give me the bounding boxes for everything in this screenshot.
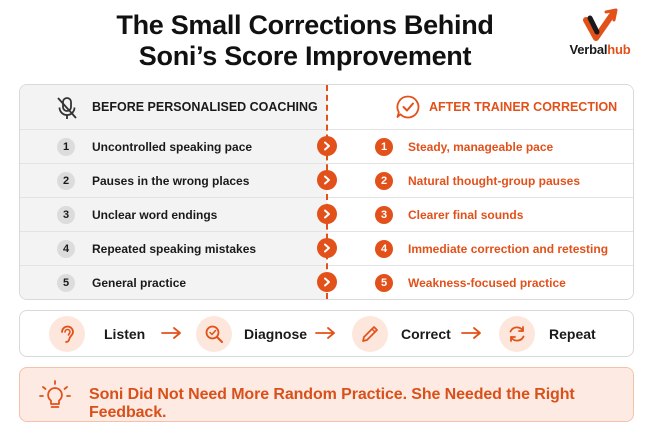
after-item-5: 5 Weakness-focused practice — [327, 265, 633, 299]
step-correct-label: Correct — [401, 326, 451, 342]
title-line-1: The Small Corrections Behind — [116, 10, 494, 40]
step-repeat-label: Repeat — [549, 326, 596, 342]
before-item-number: 4 — [57, 239, 75, 258]
arrow-right-icon — [461, 327, 481, 339]
before-item-2: 2 Pauses in the wrong places — [20, 163, 327, 197]
before-column: BEFORE PERSONALISED COACHING 1 Uncontrol… — [20, 85, 327, 299]
logo-wordmark: Verbalhub — [560, 42, 640, 57]
before-item-text: Unclear word endings — [92, 207, 218, 222]
before-item-number: 2 — [57, 171, 75, 190]
title-line-2: Soni’s Score Improvement — [138, 41, 472, 71]
after-item-3: 3 Clearer final sounds — [327, 197, 633, 231]
logo-brand-part2: hub — [607, 42, 631, 57]
before-item-text: Repeated speaking mistakes — [92, 241, 257, 256]
pencil-icon — [352, 316, 388, 352]
before-item-3: 3 Unclear word endings — [20, 197, 327, 231]
chevron-right-icon — [317, 272, 337, 292]
muted-microphone-icon — [57, 97, 77, 119]
before-item-number: 3 — [57, 205, 75, 224]
page-title: The Small Corrections Behind Soni’s Scor… — [40, 10, 570, 72]
after-item-text: Clearer final sounds — [408, 207, 524, 222]
after-item-number: 5 — [375, 273, 393, 292]
after-item-number: 2 — [375, 171, 393, 190]
before-item-text: Uncontrolled speaking pace — [92, 139, 253, 154]
after-item-1: 1 Steady, manageable pace — [327, 129, 633, 163]
before-item-text: Pauses in the wrong places — [92, 173, 250, 188]
before-item-1: 1 Uncontrolled speaking pace — [20, 129, 327, 163]
step-diagnose-label: Diagnose — [244, 326, 308, 342]
key-message-banner: Soni Did Not Need More Random Practice. … — [19, 367, 634, 422]
after-item-text: Natural thought-group pauses — [408, 173, 580, 188]
lightbulb-icon — [39, 380, 71, 408]
before-item-number: 1 — [57, 137, 75, 156]
before-heading: BEFORE PERSONALISED COACHING — [92, 100, 318, 114]
verbalhub-logo: Verbalhub — [560, 8, 640, 70]
before-item-4: 4 Repeated speaking mistakes — [20, 231, 327, 265]
logo-brand-part1: Verbal — [569, 42, 608, 57]
after-item-text: Immediate correction and retesting — [408, 241, 609, 256]
check-speech-bubble-icon — [396, 95, 420, 119]
chevron-right-icon — [317, 204, 337, 224]
ear-icon — [49, 316, 85, 352]
after-item-number: 1 — [375, 137, 393, 156]
after-item-2: 2 Natural thought-group pauses — [327, 163, 633, 197]
check-arrow-icon — [583, 8, 618, 41]
after-heading: AFTER TRAINER CORRECTION — [429, 100, 618, 114]
step-listen-label: Listen — [104, 326, 146, 342]
after-item-text: Weakness-focused practice — [408, 275, 566, 290]
banner-message: Soni Did Not Need More Random Practice. … — [89, 386, 575, 421]
repeat-icon — [499, 316, 535, 352]
magnifier-icon — [196, 316, 232, 352]
after-item-4: 4 Immediate correction and retesting — [327, 231, 633, 265]
after-item-number: 3 — [375, 205, 393, 224]
comparison-panel: BEFORE PERSONALISED COACHING 1 Uncontrol… — [19, 84, 634, 300]
after-column: AFTER TRAINER CORRECTION 1 Steady, manag… — [327, 85, 633, 299]
before-item-5: 5 General practice — [20, 265, 327, 299]
chevron-right-icon — [317, 238, 337, 258]
column-divider — [326, 85, 328, 299]
chevron-right-icon — [317, 136, 337, 156]
chevron-right-icon — [317, 170, 337, 190]
before-item-number: 5 — [57, 273, 75, 292]
before-item-text: General practice — [92, 275, 187, 290]
after-item-text: Steady, manageable pace — [408, 139, 554, 154]
process-flow: Listen Diagnose Correct Repeat — [19, 310, 634, 357]
arrow-right-icon — [161, 327, 181, 339]
after-item-number: 4 — [375, 239, 393, 258]
arrow-right-icon — [315, 327, 335, 339]
